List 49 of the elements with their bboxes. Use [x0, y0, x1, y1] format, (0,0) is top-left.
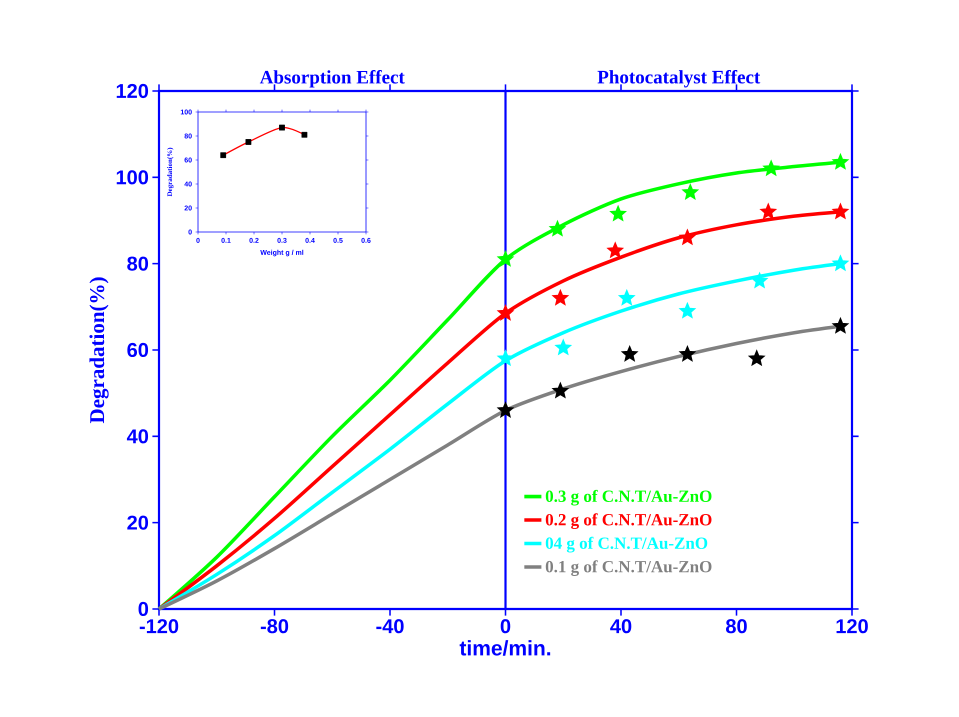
legend-label: 0.1 g of C.N.T/Au-ZnO [546, 560, 712, 576]
point [832, 154, 848, 170]
x-tick-label: 40 [610, 619, 632, 634]
point [498, 305, 514, 320]
point [302, 132, 308, 138]
point [760, 204, 776, 219]
point [498, 251, 514, 266]
y-tick-label: 120 [116, 84, 148, 98]
y-tick-label: 60 [127, 342, 148, 358]
point [607, 242, 624, 258]
y-tick-label: 100 [116, 170, 148, 184]
point [680, 302, 696, 318]
y-tick-label: 0 [138, 602, 148, 616]
legend-label: 0.3 g of C.N.T/Au-ZnO [546, 490, 712, 506]
point [622, 346, 638, 362]
point [748, 350, 765, 366]
point [680, 229, 696, 245]
point [552, 382, 568, 398]
y-tick-label: 40 [126, 429, 148, 444]
legend-label: 04 g of C.N.T/Au-ZnO [546, 536, 708, 552]
point [552, 290, 568, 305]
point [610, 206, 626, 221]
point [246, 139, 252, 145]
y-tick-label: 20 [127, 516, 148, 530]
point [752, 272, 768, 288]
point [550, 220, 566, 236]
x-axis-title: time/min. [460, 640, 550, 656]
point [498, 402, 514, 418]
x-tick-label: 120 [836, 619, 868, 634]
x-tick-label: -120 [140, 619, 178, 634]
x-tick-label: -80 [260, 619, 288, 634]
point [682, 184, 698, 200]
text: Absorption Effect [260, 70, 405, 88]
point [832, 255, 848, 270]
x-tick-label: 80 [726, 619, 747, 634]
point [279, 124, 285, 130]
y-tick-label: 80 [127, 256, 148, 271]
y-axis-title: Degradation(%) [89, 277, 109, 424]
point [832, 318, 848, 334]
x-tick-label: 0 [500, 619, 510, 634]
point [555, 340, 572, 355]
point [220, 152, 226, 158]
point [832, 204, 848, 219]
legend-label: 0.2 g of C.N.T/Au-ZnO [546, 513, 712, 530]
text: Photocatalyst Effect [598, 70, 760, 88]
x-tick-label: -40 [376, 619, 404, 634]
point [680, 346, 696, 362]
point [618, 290, 635, 305]
point [763, 160, 780, 176]
